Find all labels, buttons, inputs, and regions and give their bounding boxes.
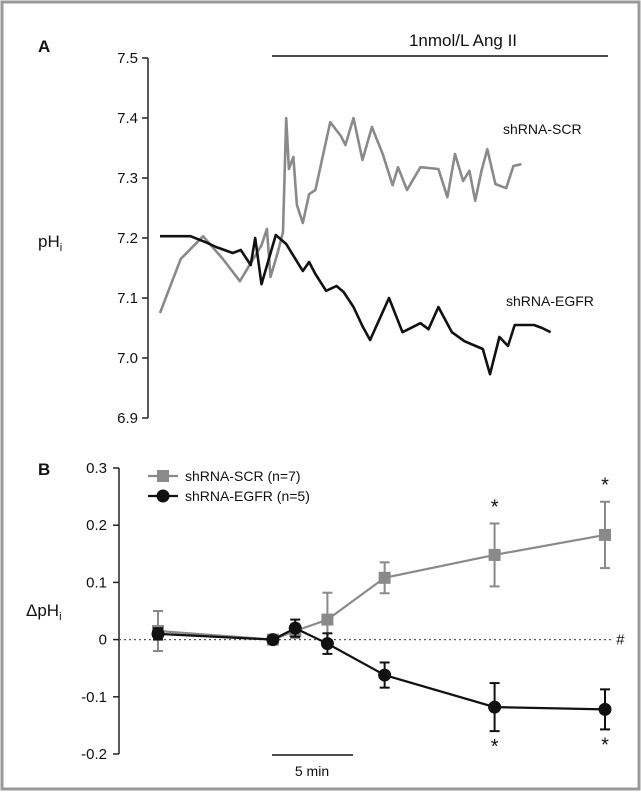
- significance-star-shrna-egfr: *: [491, 736, 499, 758]
- legend-label-shrna-egfr: shRNA-EGFR (n=5): [185, 488, 310, 504]
- panel-b-y-tick-label: 0.3: [86, 460, 107, 477]
- legend-marker-shrna-scr: [157, 470, 169, 482]
- data-point-shrna-egfr: [598, 702, 612, 716]
- panel-a: A 6.9 7.0 7.1 7.2 7.3 7.4 7.5 pHi 1nmol/L Ang …: [38, 31, 608, 427]
- data-point-shrna-scr: [488, 548, 501, 561]
- significance-hash: #: [616, 632, 625, 649]
- panel-a-y-tick-label: 7.2: [117, 230, 138, 247]
- data-point-shrna-scr: [599, 528, 611, 541]
- panel-b-y-ticks: -0.2 -0.1 0 0.1 0.2 0.3: [81, 460, 119, 763]
- data-point-shrna-scr: [378, 571, 391, 584]
- legend-marker-shrna-egfr: [156, 489, 170, 503]
- data-point-shrna-egfr: [378, 668, 392, 682]
- series-line-shrna-egfr: [160, 233, 552, 376]
- significance-star-shrna-scr: *: [601, 475, 609, 497]
- panel-a-y-tick-label: 7.5: [117, 50, 138, 67]
- legend: shRNA-SCR (n=7) shRNA-EGFR (n=5): [148, 468, 310, 504]
- data-point-shrna-egfr: [151, 627, 165, 641]
- panel-b-y-tick-label: 0.2: [86, 517, 107, 534]
- time-scale-label: 5 min: [295, 763, 329, 779]
- data-point-shrna-scr: [321, 613, 334, 626]
- legend-label-shrna-scr: shRNA-SCR (n=7): [185, 468, 301, 484]
- panel-a-letter: A: [38, 37, 50, 56]
- panel-a-y-tick-label: 7.0: [117, 350, 138, 367]
- panel-b-y-tick-label: 0.1: [86, 574, 107, 591]
- panel-b: B -0.2 -0.1 0 0.1 0.2 0.3 ΔpHi # * * * * shRNA-S…: [26, 460, 625, 779]
- panel-a-y-tick-label: 6.9: [117, 410, 138, 427]
- panel-b-series: * * * *: [151, 475, 612, 758]
- panel-a-y-ticks: 6.9 7.0 7.1 7.2 7.3 7.4 7.5: [117, 50, 148, 427]
- panel-a-y-tick-label: 7.4: [117, 110, 138, 127]
- series-line-shrna-scr: [158, 116, 522, 314]
- data-point-shrna-egfr: [488, 700, 502, 714]
- data-point-shrna-egfr: [266, 633, 280, 647]
- data-point-shrna-egfr: [320, 637, 334, 651]
- panel-b-letter: B: [38, 460, 50, 479]
- panel-b-y-tick-label: -0.1: [81, 689, 107, 706]
- panel-b-y-label: ΔpHi: [26, 601, 62, 623]
- panel-a-y-tick-label: 7.1: [117, 290, 138, 307]
- series-label-shrna-egfr: shRNA-EGFR: [506, 293, 594, 309]
- panel-b-y-tick-label: -0.2: [81, 746, 107, 763]
- treatment-label: 1nmol/L Ang II: [409, 31, 517, 50]
- panel-a-y-tick-label: 7.3: [117, 170, 138, 187]
- significance-star-shrna-scr: *: [491, 496, 499, 518]
- panel-a-y-label: pHi: [38, 232, 62, 254]
- panel-b-y-tick-label: 0: [99, 632, 107, 649]
- series-label-shrna-scr: shRNA-SCR: [503, 121, 582, 137]
- data-point-shrna-egfr: [288, 621, 302, 635]
- significance-star-shrna-egfr: *: [601, 734, 609, 756]
